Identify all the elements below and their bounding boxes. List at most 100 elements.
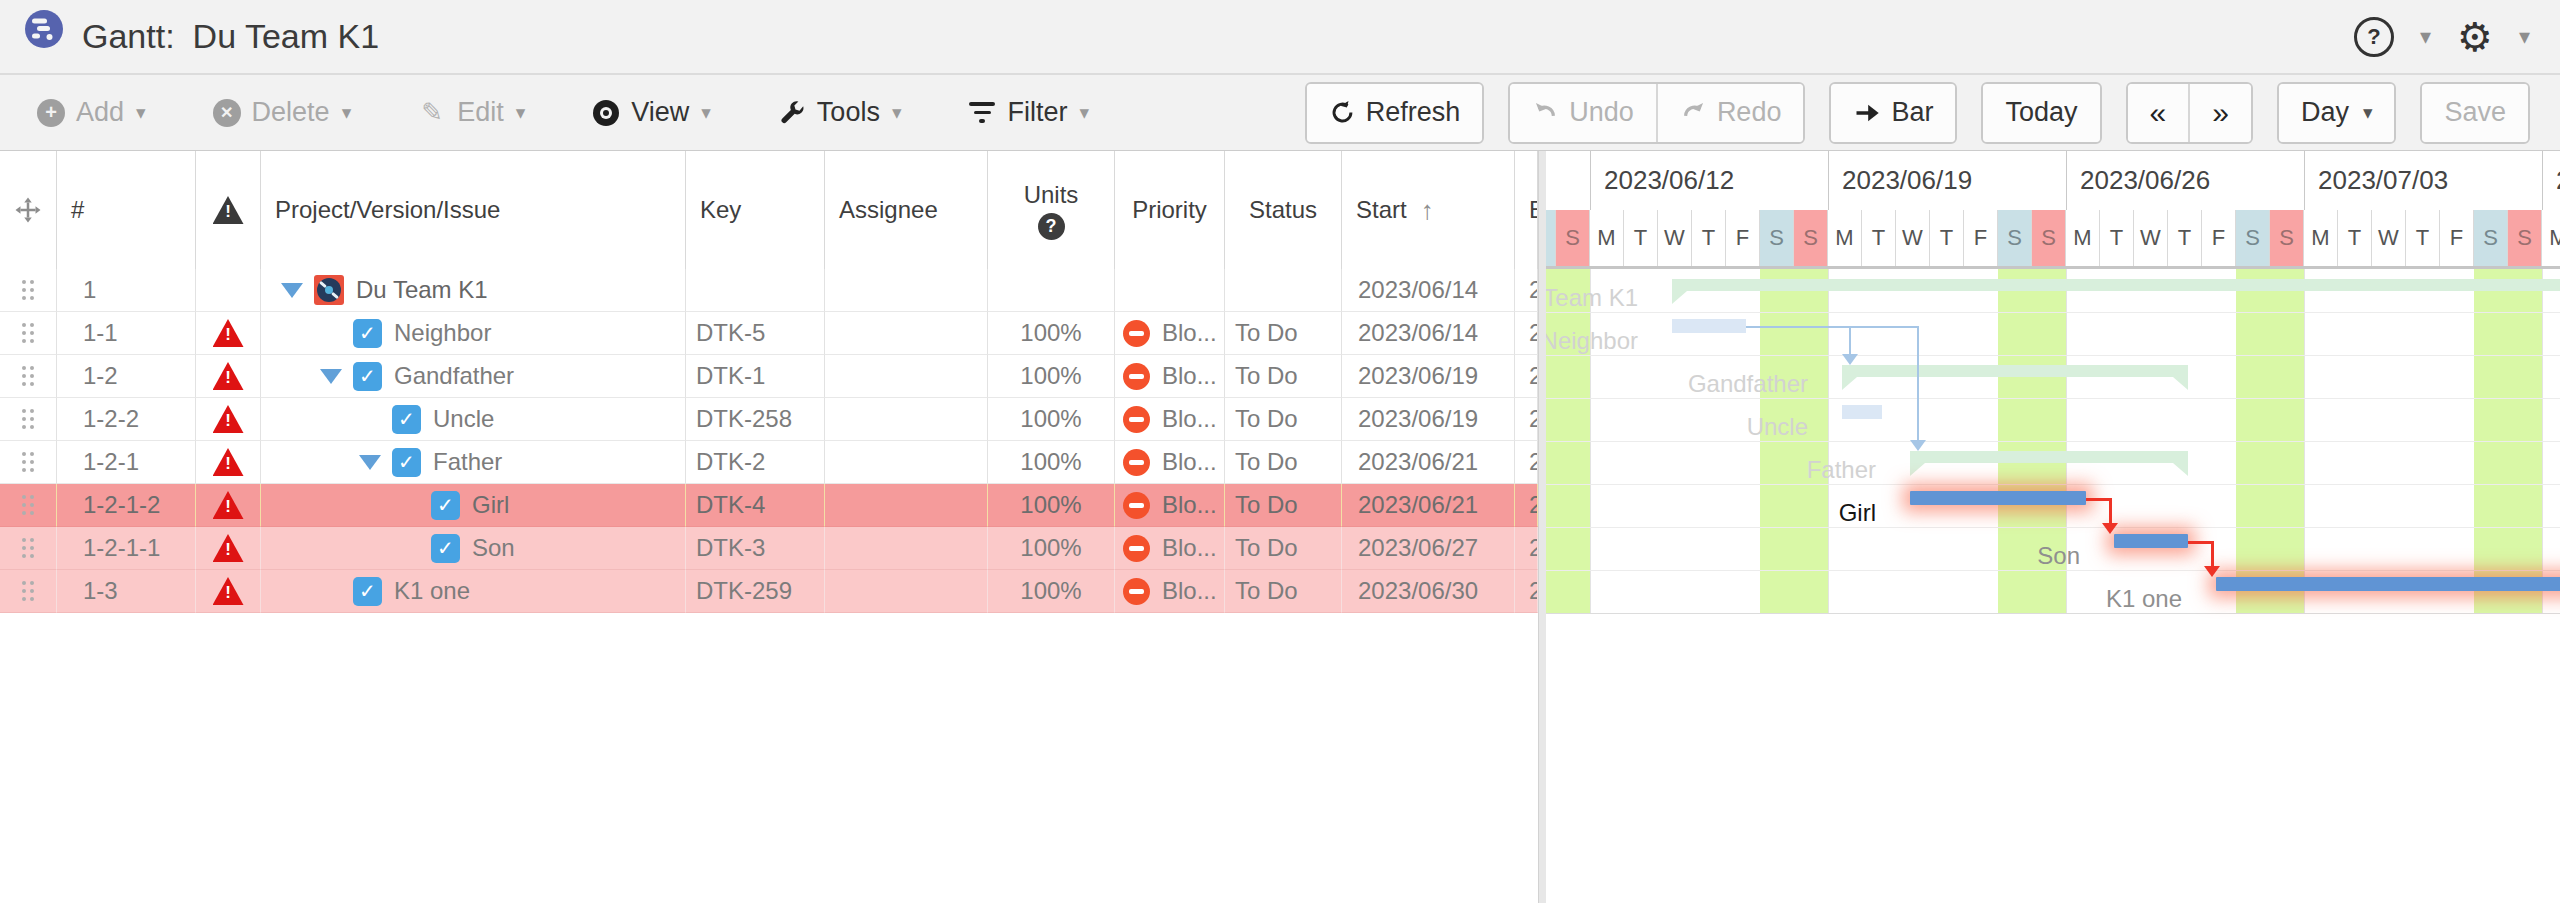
column-header-drag[interactable] xyxy=(0,151,57,269)
cell-status xyxy=(1225,269,1342,312)
issue-name: Du Team K1 xyxy=(356,276,488,304)
table-row[interactable]: 1-1!✓NeighborDTK-5100%Blo...To Do2023/06… xyxy=(0,312,1538,355)
column-header-warn[interactable]: ! xyxy=(196,151,261,269)
gantt-bar-son[interactable] xyxy=(2114,534,2188,548)
column-header-key[interactable]: Key xyxy=(686,151,825,269)
row-checkbox[interactable]: ✓ xyxy=(353,577,382,606)
collapse-caret-icon[interactable] xyxy=(320,369,342,384)
table-row[interactable]: 1-2-1!✓FatherDTK-2100%Blo...To Do2023/06… xyxy=(0,441,1538,484)
column-header-start[interactable]: Start↑ xyxy=(1342,151,1515,269)
help-caret-icon[interactable]: ▾ xyxy=(2420,24,2431,50)
refresh-label: Refresh xyxy=(1366,97,1461,128)
day-header-cell xyxy=(1546,210,1556,266)
save-button[interactable]: Save xyxy=(2422,84,2528,142)
gear-icon[interactable]: ⚙ xyxy=(2457,17,2493,57)
cell-status: To Do xyxy=(1225,398,1342,441)
help-icon[interactable]: ? xyxy=(2354,17,2394,57)
redo-label: Redo xyxy=(1717,97,1782,128)
gantt-bar-gandfather[interactable] xyxy=(1842,365,2188,377)
units-help-icon[interactable]: ? xyxy=(1038,213,1065,240)
warning-icon: ! xyxy=(213,577,244,605)
cell-priority: Blo... xyxy=(1115,484,1225,527)
day-header-cell: S xyxy=(2474,210,2508,266)
day-header-cell: F xyxy=(1726,210,1760,266)
cell-key: DTK-1 xyxy=(686,355,825,398)
table-row[interactable]: 1-2-1-2!✓GirlDTK-4100%Blo...To Do2023/06… xyxy=(0,484,1538,527)
cell-name: ✓Girl xyxy=(261,484,686,527)
gantt-bar-father[interactable] xyxy=(1910,451,2188,463)
gantt-bar-uncle[interactable] xyxy=(1842,405,1882,419)
drag-handle-icon[interactable] xyxy=(22,495,34,515)
prev-button[interactable]: « xyxy=(2128,84,2189,142)
gantt-bar-label: K1 one xyxy=(1546,570,2182,613)
column-header-status[interactable]: Status xyxy=(1225,151,1342,269)
drag-handle-icon[interactable] xyxy=(22,538,34,558)
column-header-end[interactable]: End xyxy=(1515,151,1538,269)
sort-asc-icon[interactable]: ↑ xyxy=(1421,195,1434,226)
dependency-line xyxy=(1746,326,1918,328)
row-checkbox[interactable]: ✓ xyxy=(392,448,421,477)
delete-button[interactable]: ✕Delete▾ xyxy=(212,97,352,128)
table-row[interactable]: 1Du Team K12023/06/142 xyxy=(0,269,1538,312)
cell-warn xyxy=(196,269,261,312)
add-button[interactable]: +Add▾ xyxy=(36,97,146,128)
drag-handle-icon[interactable] xyxy=(22,452,34,472)
drag-handle-icon[interactable] xyxy=(22,280,34,300)
column-header-num[interactable]: # xyxy=(57,151,196,269)
day-header-cell: S xyxy=(2270,210,2304,266)
table-row[interactable]: 1-3!✓K1 oneDTK-259100%Blo...To Do2023/06… xyxy=(0,570,1538,613)
redo-button[interactable]: Redo xyxy=(1656,84,1804,142)
gantt-bar-neighbor[interactable] xyxy=(1672,319,1746,333)
row-checkbox[interactable]: ✓ xyxy=(353,362,382,391)
view-button[interactable]: View▾ xyxy=(591,97,711,128)
refresh-button[interactable]: Refresh xyxy=(1307,84,1483,142)
drag-handle-icon[interactable] xyxy=(22,366,34,386)
gantt-bar-k1-one[interactable] xyxy=(2216,577,2560,591)
day-header-cell: T xyxy=(2406,210,2440,266)
cell-num: 1-3 xyxy=(57,570,196,613)
table-row[interactable]: 1-2!✓GandfatherDTK-1100%Blo...To Do2023/… xyxy=(0,355,1538,398)
today-label: Today xyxy=(2005,97,2077,128)
cell-assignee xyxy=(825,441,988,484)
drag-handle-icon[interactable] xyxy=(22,581,34,601)
today-button[interactable]: Today xyxy=(1983,84,2099,142)
page-title-prefix: Gantt: xyxy=(82,17,175,56)
row-checkbox[interactable]: ✓ xyxy=(392,405,421,434)
column-header-name[interactable]: Project/Version/Issue xyxy=(261,151,686,269)
table-row[interactable]: 1-2-1-1!✓SonDTK-3100%Blo...To Do2023/06/… xyxy=(0,527,1538,570)
column-header-assignee[interactable]: Assignee xyxy=(825,151,988,269)
day-button[interactable]: Day▾ xyxy=(2279,84,2395,142)
filter-button[interactable]: Filter▾ xyxy=(967,97,1089,128)
summary-end-icon xyxy=(2173,377,2188,390)
row-checkbox[interactable]: ✓ xyxy=(353,319,382,348)
gantt-bar-girl[interactable] xyxy=(1910,491,2086,505)
row-checkbox[interactable]: ✓ xyxy=(431,534,460,563)
collapse-caret-icon[interactable] xyxy=(359,455,381,470)
bar-button[interactable]: Bar xyxy=(1831,84,1955,142)
tools-button[interactable]: Tools▾ xyxy=(777,97,902,128)
collapse-caret-icon[interactable] xyxy=(281,283,303,298)
cell-drag xyxy=(0,484,57,527)
day-header-cell: W xyxy=(2372,210,2406,266)
chevron-down-icon: ▾ xyxy=(342,101,352,124)
next-button[interactable]: » xyxy=(2188,84,2251,142)
edit-button[interactable]: ✎Edit▾ xyxy=(417,97,525,128)
cell-name: Du Team K1 xyxy=(261,269,686,312)
edit-label: Edit xyxy=(457,97,504,128)
day-header-cell: M xyxy=(1828,210,1862,266)
drag-handle-icon[interactable] xyxy=(22,323,34,343)
column-header-priority[interactable]: Priority xyxy=(1115,151,1225,269)
end-header-label: End xyxy=(1515,196,1538,224)
gantt-bar-du-team-k1[interactable] xyxy=(1672,279,2560,291)
drag-handle-icon[interactable] xyxy=(22,409,34,429)
table-row[interactable]: 1-2-2!✓UncleDTK-258100%Blo...To Do2023/0… xyxy=(0,398,1538,441)
undo-button[interactable]: Undo xyxy=(1510,84,1656,142)
row-checkbox[interactable]: ✓ xyxy=(431,491,460,520)
cell-status: To Do xyxy=(1225,570,1342,613)
row-gridline xyxy=(1546,312,2560,313)
blocked-priority-icon xyxy=(1123,492,1150,519)
settings-caret-icon[interactable]: ▾ xyxy=(2519,24,2530,50)
column-header-units[interactable]: Units? xyxy=(988,151,1115,269)
units-header: Units? xyxy=(988,181,1114,240)
priority-label: Blo... xyxy=(1162,319,1217,347)
